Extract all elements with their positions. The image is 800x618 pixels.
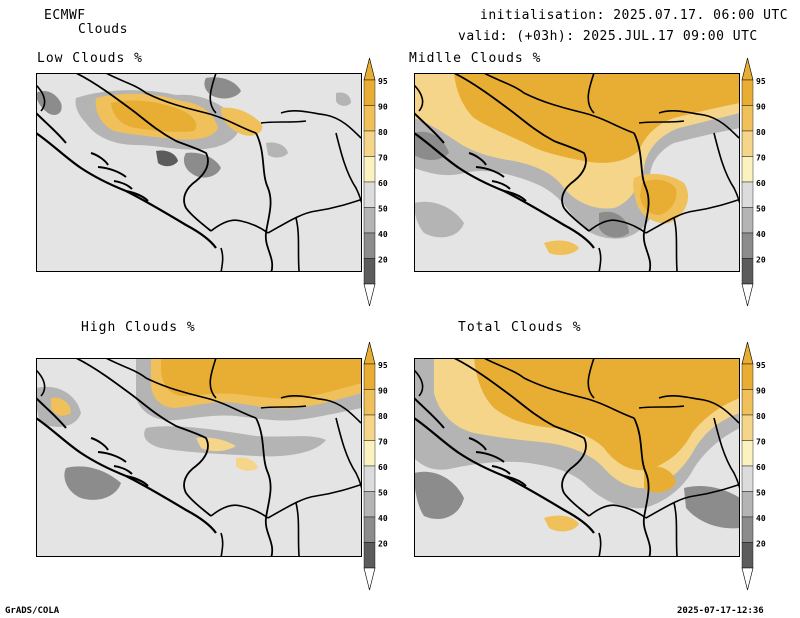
colorbar-bottom-triangle (363, 567, 376, 591)
colorbar-tick-label: 80 (756, 128, 766, 137)
colorbar-total: 95 90 80 70 60 50 40 20 (741, 341, 766, 591)
colorbar-tick-label: 20 (756, 540, 766, 549)
colorbar-tick-label: 60 (756, 463, 766, 472)
colorbar-top-triangle (363, 341, 376, 365)
colorbar-low: 95 90 80 70 60 50 40 20 (363, 57, 388, 307)
colorbar-segment (363, 232, 376, 259)
footer-software: GrADS/COLA (5, 606, 60, 616)
colorbar-segment (741, 363, 754, 390)
colorbar-middle: 95 90 80 70 60 50 40 20 (741, 57, 766, 307)
colorbar-segment (363, 542, 376, 569)
colorbar-tick-label: 60 (378, 179, 388, 188)
colorbar-segment (363, 105, 376, 132)
colorbar-tick-label: 20 (756, 256, 766, 265)
footer-timestamp: 2025-07-17-12:36 (677, 606, 764, 616)
colorbar-tick-label: 50 (378, 489, 388, 498)
colorbar-bottom-triangle (741, 567, 754, 591)
product-label: Clouds (78, 22, 128, 37)
colorbar-tick-label: 90 (378, 387, 388, 396)
colorbar-segment (363, 389, 376, 416)
colorbar-tick-label: 80 (756, 412, 766, 421)
colorbar-tick-label: 40 (378, 514, 388, 523)
colorbar-segment (363, 181, 376, 208)
colorbar-segment (741, 156, 754, 183)
map-middle-clouds (414, 73, 740, 272)
colorbar-segment (741, 79, 754, 106)
panel-title-high: High Clouds % (81, 320, 196, 335)
colorbar-segment (363, 363, 376, 390)
colorbar-segment (363, 156, 376, 183)
colorbar-top-triangle (363, 57, 376, 81)
colorbar-segment (363, 207, 376, 234)
colorbar-tick-label: 90 (756, 103, 766, 112)
colorbar-tick-label: 80 (378, 128, 388, 137)
colorbar-segment (363, 258, 376, 285)
colorbar-segment (363, 440, 376, 467)
colorbar-tick-label: 50 (756, 489, 766, 498)
colorbar-segment (741, 440, 754, 467)
colorbar-segment (363, 516, 376, 543)
colorbar-tick-label: 95 (756, 77, 766, 86)
colorbar-tick-label: 70 (756, 438, 766, 447)
colorbar-segment (363, 465, 376, 492)
colorbar-bottom-triangle (363, 283, 376, 307)
colorbar-segment (741, 465, 754, 492)
colorbar-tick-label: 40 (756, 514, 766, 523)
colorbar-segment (741, 130, 754, 157)
colorbar-bottom-triangle (741, 283, 754, 307)
colorbar-tick-label: 70 (756, 154, 766, 163)
colorbar-segment (741, 207, 754, 234)
colorbar-tick-label: 95 (378, 77, 388, 86)
colorbar-tick-label: 20 (378, 256, 388, 265)
colorbar-tick-label: 60 (756, 179, 766, 188)
colorbar-segment (363, 79, 376, 106)
colorbar-tick-label: 70 (378, 438, 388, 447)
colorbar-segment (741, 232, 754, 259)
colorbar-segment (741, 105, 754, 132)
colorbar-tick-label: 60 (378, 463, 388, 472)
map-low-clouds (36, 73, 362, 272)
valid-time: valid: (+03h): 2025.JUL.17 09:00 UTC (458, 29, 758, 44)
colorbar-segment (741, 491, 754, 518)
colorbar-high: 95 90 80 70 60 50 40 20 (363, 341, 388, 591)
colorbar-tick-label: 95 (756, 361, 766, 370)
colorbar-segment (741, 389, 754, 416)
colorbar-top-triangle (741, 57, 754, 81)
colorbar-segment (741, 258, 754, 285)
map-high-clouds (36, 358, 362, 557)
colorbar-tick-label: 80 (378, 412, 388, 421)
panel-title-middle: Midlle Clouds % (409, 51, 542, 66)
colorbar-tick-label: 50 (378, 205, 388, 214)
colorbar-segment (363, 414, 376, 441)
panel-title-total: Total Clouds % (458, 320, 582, 335)
colorbar-segment (741, 414, 754, 441)
colorbar-tick-label: 90 (378, 103, 388, 112)
panel-title-low: Low Clouds % (37, 51, 143, 66)
colorbar-tick-label: 90 (756, 387, 766, 396)
colorbar-segment (363, 491, 376, 518)
colorbar-tick-label: 40 (756, 230, 766, 239)
colorbar-top-triangle (741, 341, 754, 365)
colorbar-segment (741, 542, 754, 569)
init-time: initialisation: 2025.07.17. 06:00 UTC (480, 8, 789, 23)
colorbar-segment (741, 516, 754, 543)
colorbar-tick-label: 20 (378, 540, 388, 549)
colorbar-tick-label: 95 (378, 361, 388, 370)
colorbar-segment (741, 181, 754, 208)
colorbar-segment (363, 130, 376, 157)
colorbar-tick-label: 50 (756, 205, 766, 214)
model-label: ECMWF (44, 8, 86, 23)
map-total-clouds (414, 358, 740, 557)
colorbar-tick-label: 70 (378, 154, 388, 163)
colorbar-tick-label: 40 (378, 230, 388, 239)
